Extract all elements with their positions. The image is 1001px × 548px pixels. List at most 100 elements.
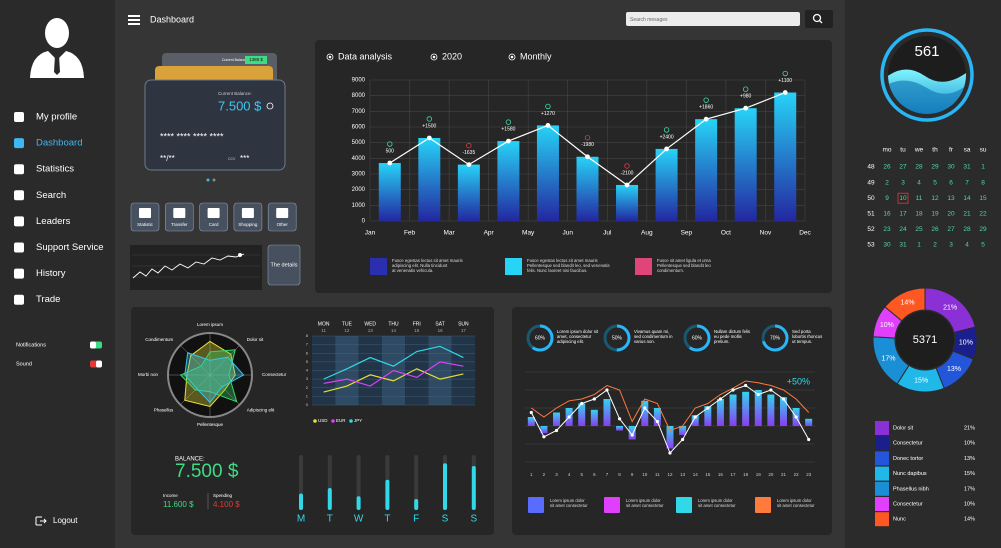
action-icon [241,208,254,218]
bar [754,390,762,426]
radar-label: Adipiscing elit [247,408,275,413]
menu-item[interactable]: Search [36,190,66,201]
day[interactable]: 3 [949,242,953,249]
y-tick-label: 6000 [352,125,366,131]
gauge-ring [880,28,974,122]
day[interactable]: 1 [981,164,985,171]
day[interactable]: 14 [963,195,971,202]
day-label: SAT [435,321,444,327]
x-tick-label: W [354,514,364,525]
legend-text: Fusce sit amet ligula et urna [657,258,711,263]
details-button[interactable] [267,244,301,286]
day-label: THU [388,321,399,327]
card[interactable] [144,79,286,171]
card-amount: 1388 $ [249,57,263,62]
pager-dot[interactable] [212,178,216,182]
x-tick-label: 8 [618,472,621,477]
day[interactable]: 21 [963,211,971,218]
day[interactable]: 16 [883,211,891,218]
menu-item[interactable]: History [36,268,66,279]
pager-dot[interactable] [206,178,210,182]
day[interactable]: 12 [931,195,939,202]
weekday: tu [900,147,906,154]
menu-icon[interactable] [128,15,140,25]
x-tick-label: 10 [642,472,648,477]
menu-item[interactable]: Statistics [36,164,74,175]
line-point [592,397,596,401]
option-radio[interactable] [508,53,516,61]
day[interactable]: 20 [947,211,955,218]
day[interactable]: 4 [917,179,921,186]
day[interactable]: 26 [883,164,891,171]
day[interactable]: 26 [931,226,939,233]
day[interactable]: 8 [981,179,985,186]
day[interactable]: 18 [915,211,923,218]
day[interactable]: 28 [915,164,923,171]
bar [497,141,520,221]
x-tick-label: F [413,514,419,525]
option-radio[interactable] [430,53,438,61]
day[interactable]: 27 [899,164,907,171]
day[interactable]: 17 [899,211,907,218]
bar [767,394,775,426]
day[interactable]: 19 [931,211,939,218]
day[interactable]: 6 [949,179,953,186]
day[interactable]: 3 [901,179,905,186]
day[interactable]: 29 [979,226,987,233]
x-tick-label: 15 [705,472,711,477]
action-label: Shopping [238,222,258,227]
line-point [554,428,559,433]
day[interactable]: 24 [899,226,907,233]
logout[interactable]: Logout [53,516,78,525]
day[interactable]: 7 [965,179,969,186]
bar [443,463,447,510]
line-point [743,105,749,111]
y-tick-label: 3 [306,376,309,381]
day[interactable]: 30 [947,164,955,171]
day[interactable]: 13 [947,195,955,202]
menu-item[interactable]: Leaders [36,216,71,227]
day[interactable]: 25 [915,226,923,233]
day[interactable]: 27 [947,226,955,233]
day[interactable]: 30 [883,242,891,249]
menu-item[interactable]: Trade [36,294,60,305]
day[interactable]: 31 [963,164,971,171]
gauge-value: 561 [914,43,939,60]
menu-item[interactable]: Dashboard [36,138,82,149]
day[interactable]: 4 [965,242,969,249]
day[interactable]: 15 [979,195,987,202]
week-number: 50 [867,195,875,202]
day[interactable]: 5 [981,242,985,249]
search-input[interactable] [626,12,800,26]
day[interactable]: 9 [885,195,889,202]
card-cvv: *** [240,154,249,163]
day[interactable]: 2 [933,242,937,249]
day[interactable]: 28 [963,226,971,233]
sparkline [130,245,262,290]
option-label: 2020 [442,51,462,61]
legend-text: JPY [354,418,362,423]
menu-item[interactable]: My profile [36,112,77,123]
legend-text: sit amet consectetur [550,503,588,508]
day[interactable]: 31 [899,242,907,249]
day[interactable]: 1 [917,242,921,249]
day[interactable]: 23 [883,226,891,233]
bar [356,496,361,510]
menu-item[interactable]: Support Service [36,242,104,253]
day[interactable]: 11 [916,195,923,202]
search-button[interactable] [805,10,833,28]
x-tick-label: Dec [799,230,811,237]
y-tick-label: 0 [306,402,309,407]
x-tick-label: Mar [443,230,455,237]
day[interactable]: 10 [899,195,907,202]
day[interactable]: 2 [885,179,889,186]
option-radio[interactable] [326,53,334,61]
day[interactable]: 5 [933,179,937,186]
legend-swatch [604,497,620,513]
change-icon [426,116,433,122]
day[interactable]: 29 [931,164,939,171]
line-point [426,135,432,141]
day[interactable]: 22 [979,211,987,218]
legend-swatch [349,419,353,423]
progress-arc [603,324,631,352]
